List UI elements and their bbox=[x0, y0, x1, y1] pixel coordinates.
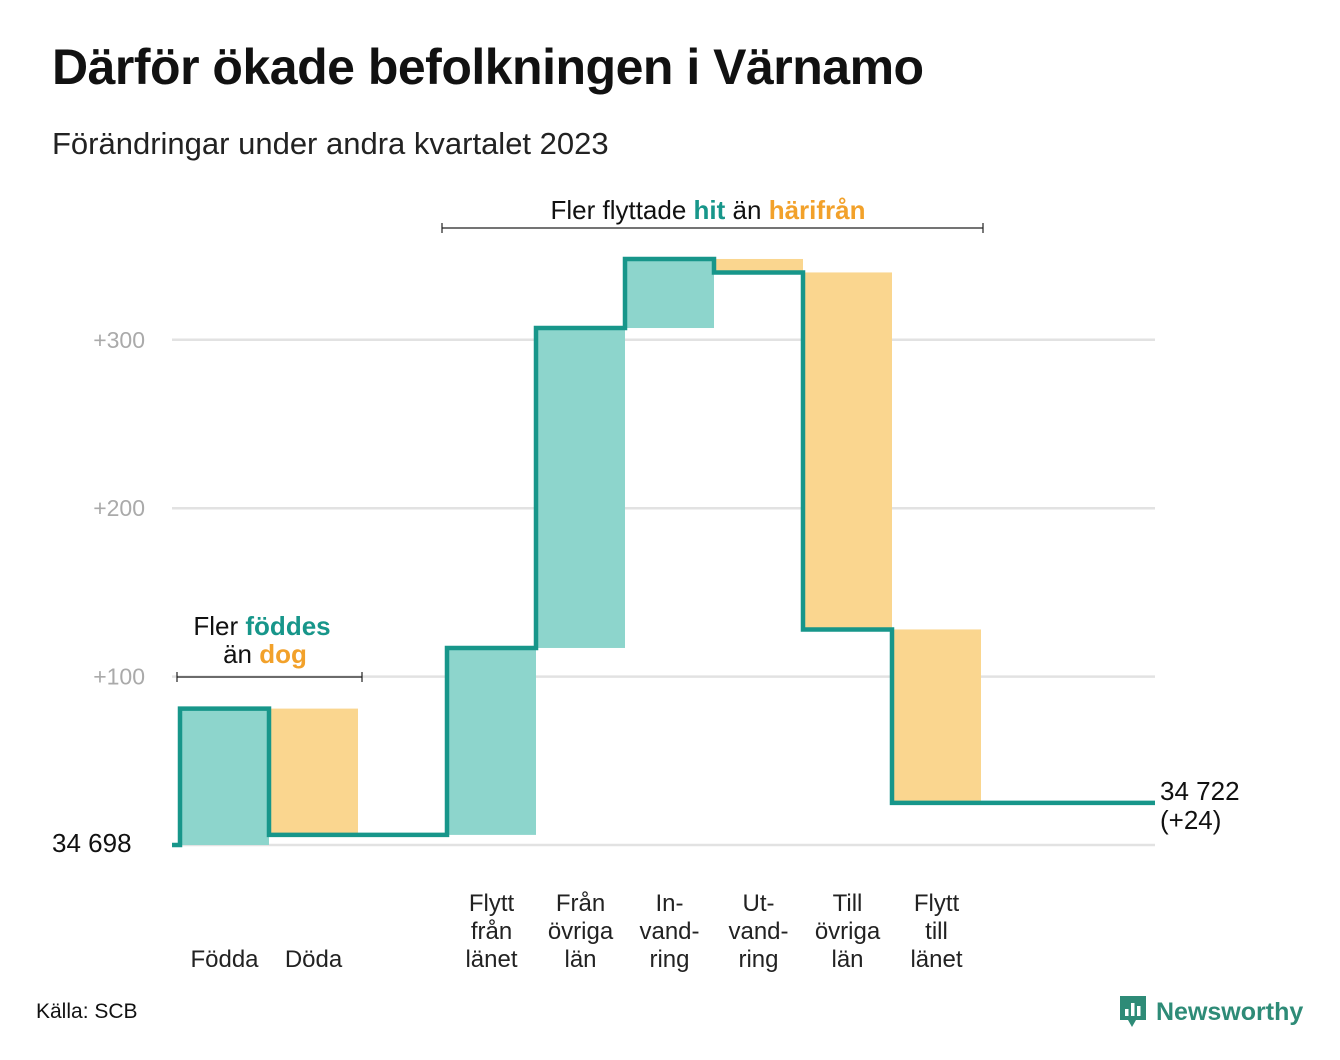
bar bbox=[536, 328, 625, 648]
chart-subtitle: Förändringar under andra kvartalet 2023 bbox=[52, 126, 609, 161]
bar bbox=[892, 629, 981, 803]
base-value-label: 34 698 bbox=[52, 828, 132, 858]
category-label: länet bbox=[465, 946, 517, 973]
newsworthy-logo[interactable]: Newsworthy bbox=[1118, 994, 1303, 1030]
annotation-births: Fler föddes än dog bbox=[176, 611, 363, 682]
bar bbox=[180, 708, 269, 845]
annotation-births-word1: Fler bbox=[193, 611, 238, 641]
bar bbox=[714, 258, 803, 273]
annotation-moves: Fler flyttade hit än härifrån bbox=[441, 195, 984, 233]
category-label: Från bbox=[556, 890, 605, 917]
chart-title: Därför ökade befolkningen i Värnamo bbox=[52, 39, 924, 95]
category-label: ring bbox=[738, 946, 778, 973]
grid-lines bbox=[172, 338, 1155, 847]
category-label: In- bbox=[655, 890, 683, 917]
y-tick-label: +100 bbox=[93, 664, 145, 690]
annotation-births-highlight2: dog bbox=[259, 639, 307, 669]
bar bbox=[447, 647, 536, 835]
svg-text:Fler flyttade hit: Fler flyttade hit än härifrån bbox=[550, 195, 865, 225]
annotation-births-word2: än bbox=[223, 639, 252, 669]
category-label: Födda bbox=[190, 946, 259, 973]
category-label: övriga bbox=[815, 918, 881, 945]
category-label: till bbox=[925, 918, 948, 945]
svg-text:än dog: än dog bbox=[223, 639, 307, 669]
category-label: Döda bbox=[285, 946, 343, 973]
annotation-moves-word1: Fler flyttade bbox=[550, 195, 686, 225]
brand-name: Newsworthy bbox=[1156, 997, 1304, 1026]
source-note: Källa: SCB bbox=[36, 1000, 138, 1023]
category-label: vand- bbox=[639, 918, 699, 945]
y-tick-label: +200 bbox=[93, 495, 145, 521]
step-line bbox=[172, 256, 1155, 848]
bars bbox=[180, 258, 981, 845]
category-label: Flytt bbox=[469, 890, 515, 917]
category-label: Flytt bbox=[914, 890, 960, 917]
category-label: övriga bbox=[548, 918, 614, 945]
category-label: ring bbox=[649, 946, 689, 973]
annotation-moves-highlight2: härifrån bbox=[769, 195, 866, 225]
y-tick-label: +300 bbox=[93, 327, 145, 353]
bar bbox=[625, 258, 714, 329]
bar bbox=[803, 272, 892, 630]
category-label: vand- bbox=[728, 918, 788, 945]
category-label: från bbox=[471, 918, 512, 945]
bar bbox=[269, 708, 358, 835]
category-label: länet bbox=[910, 946, 962, 973]
cumulative-line bbox=[172, 256, 1155, 848]
annotation-moves-word2: än bbox=[733, 195, 762, 225]
svg-text:Fler föddes: Fler föddes bbox=[193, 611, 330, 641]
end-change-label: (+24) bbox=[1160, 805, 1221, 835]
end-value-label: 34 722 bbox=[1160, 776, 1240, 806]
category-label: län bbox=[564, 946, 596, 973]
annotation-births-highlight1: föddes bbox=[245, 611, 330, 641]
category-label: Ut- bbox=[743, 890, 775, 917]
category-label: län bbox=[831, 946, 863, 973]
category-label: Till bbox=[833, 890, 863, 917]
annotation-moves-highlight1: hit bbox=[694, 195, 726, 225]
newsworthy-icon bbox=[1120, 996, 1146, 1027]
